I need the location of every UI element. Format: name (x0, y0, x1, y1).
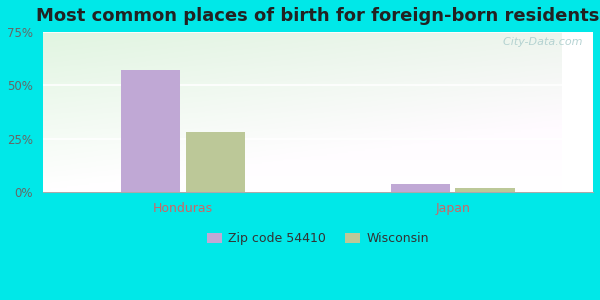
Bar (185, 132, 245, 192)
Text: City-Data.com: City-Data.com (496, 37, 582, 47)
Bar (121, 70, 180, 192)
Bar (391, 184, 450, 192)
Bar (455, 188, 515, 192)
Title: Most common places of birth for foreign-born residents: Most common places of birth for foreign-… (36, 7, 599, 25)
Legend: Zip code 54410, Wisconsin: Zip code 54410, Wisconsin (202, 227, 434, 250)
